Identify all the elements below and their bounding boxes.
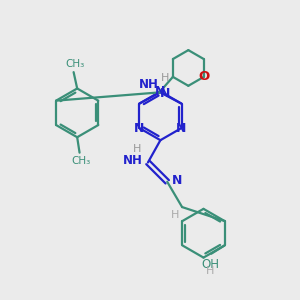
Text: NH: NH: [123, 154, 142, 167]
Text: OH: OH: [201, 258, 219, 271]
Text: NH: NH: [139, 78, 159, 91]
Text: N: N: [171, 174, 182, 187]
Text: N: N: [160, 87, 170, 100]
Text: N: N: [134, 122, 145, 134]
Text: N: N: [155, 85, 166, 98]
Text: CH₃: CH₃: [65, 58, 84, 69]
Text: O: O: [198, 70, 209, 83]
Text: N: N: [176, 122, 187, 134]
Text: H: H: [132, 144, 141, 154]
Text: H: H: [161, 73, 169, 83]
Text: CH₃: CH₃: [71, 156, 90, 166]
Text: H: H: [206, 266, 214, 276]
Text: H: H: [171, 210, 180, 220]
